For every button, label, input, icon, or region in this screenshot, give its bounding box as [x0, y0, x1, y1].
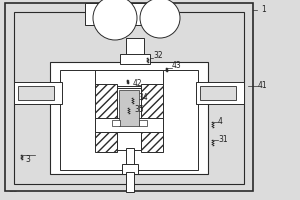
Bar: [196, 82, 244, 104]
Bar: [5, 3, 253, 191]
Bar: [14, 82, 62, 104]
Bar: [14, 12, 244, 184]
Text: 1: 1: [261, 5, 266, 15]
Text: 35: 35: [134, 106, 144, 114]
Text: ~~: ~~: [8, 189, 17, 194]
Bar: [18, 86, 54, 100]
Bar: [200, 86, 236, 100]
Bar: [119, 90, 139, 126]
Bar: [95, 118, 163, 132]
Bar: [112, 120, 120, 126]
Bar: [120, 54, 150, 64]
Text: 3: 3: [25, 156, 30, 164]
Bar: [122, 164, 138, 174]
Text: 32: 32: [153, 50, 163, 60]
Bar: [85, 3, 173, 25]
Bar: [60, 70, 198, 170]
Bar: [126, 172, 134, 192]
Text: 34: 34: [138, 94, 148, 102]
Bar: [117, 132, 141, 150]
Bar: [95, 70, 163, 86]
Bar: [95, 84, 117, 152]
Bar: [50, 62, 208, 174]
Bar: [141, 84, 163, 152]
Text: 42: 42: [133, 79, 142, 88]
Text: 4: 4: [218, 117, 223, 127]
Bar: [126, 148, 134, 166]
Bar: [139, 120, 147, 126]
Bar: [126, 38, 144, 56]
Text: 31: 31: [218, 136, 228, 144]
Circle shape: [140, 0, 180, 38]
Text: 41: 41: [258, 82, 268, 90]
Circle shape: [93, 0, 137, 40]
Text: 43: 43: [172, 60, 182, 70]
Bar: [117, 88, 141, 128]
